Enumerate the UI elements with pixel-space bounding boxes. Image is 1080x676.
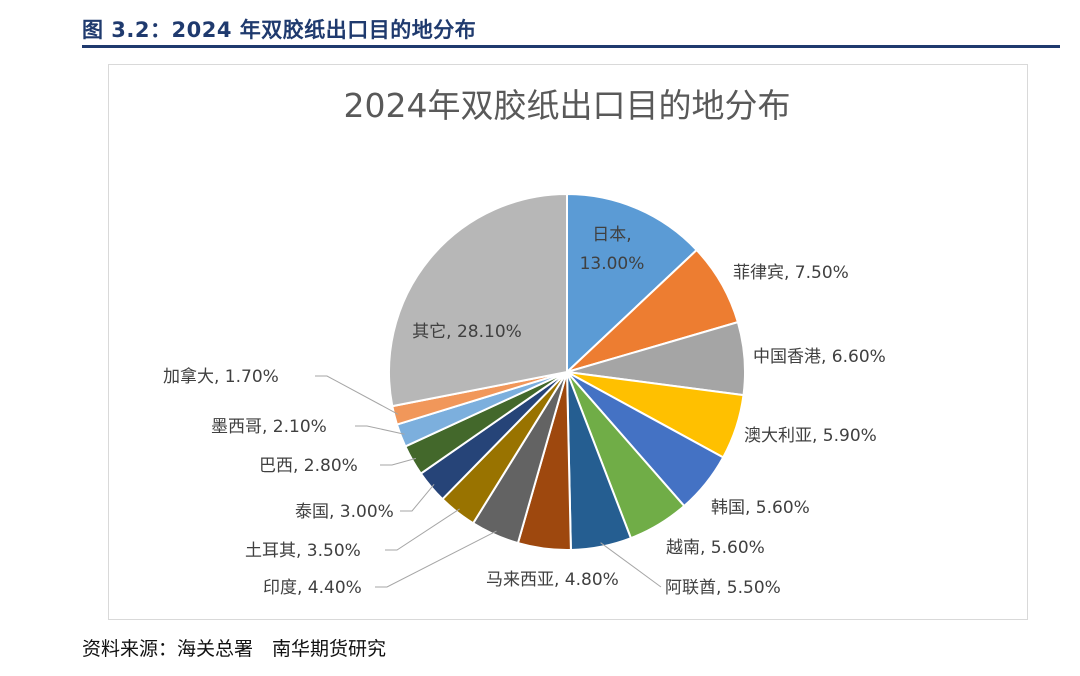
- pie-slice-15: [388, 192, 568, 408]
- leader-line-9: [375, 530, 497, 588]
- data-label-1-value: 13.00%: [580, 254, 645, 274]
- leader-line-14: [315, 375, 399, 415]
- data-label-6: 越南, 5.60%: [666, 538, 765, 558]
- data-label-2: 菲律宾, 7.50%: [733, 263, 849, 283]
- caption-rule: [82, 45, 1060, 48]
- data-label-5: 韩国, 5.60%: [711, 498, 810, 518]
- leader-lines: [315, 375, 662, 588]
- data-labels: 日本, 13.00% 菲律宾, 7.50% 中国香港, 6.60% 澳大利亚, 5.90…: [163, 225, 886, 598]
- leader-line-7: [600, 542, 662, 588]
- data-label-11: 泰国, 3.00%: [295, 502, 394, 522]
- data-label-15: 其它, 28.10%: [412, 322, 522, 342]
- data-label-13: 墨西哥, 2.10%: [211, 417, 327, 437]
- data-label-7: 阿联酋, 5.50%: [665, 578, 781, 598]
- data-label-12: 巴西, 2.80%: [259, 456, 358, 476]
- data-label-14: 加拿大, 1.70%: [163, 366, 279, 387]
- leader-line-11: [400, 483, 435, 512]
- chart-title: 2024年双胶纸出口目的地分布: [344, 86, 791, 125]
- data-label-10: 土耳其, 3.50%: [245, 541, 361, 561]
- leader-line-13: [355, 425, 405, 435]
- data-label-3: 中国香港, 6.60%: [753, 347, 886, 367]
- leader-line-10: [385, 508, 460, 551]
- pie-slices: [388, 192, 746, 551]
- leader-line-12: [380, 457, 417, 466]
- data-label-9: 印度, 4.40%: [263, 578, 362, 598]
- data-label-8: 马来西亚, 4.80%: [486, 570, 619, 590]
- pie-slice-1: [566, 192, 699, 375]
- figure-caption: 图 3.2：2024 年双胶纸出口目的地分布: [82, 18, 477, 42]
- data-label-1-name: 日本,: [592, 225, 631, 245]
- data-label-4: 澳大利亚, 5.90%: [744, 426, 877, 446]
- source-note: 资料来源：海关总署 南华期货研究: [82, 638, 387, 660]
